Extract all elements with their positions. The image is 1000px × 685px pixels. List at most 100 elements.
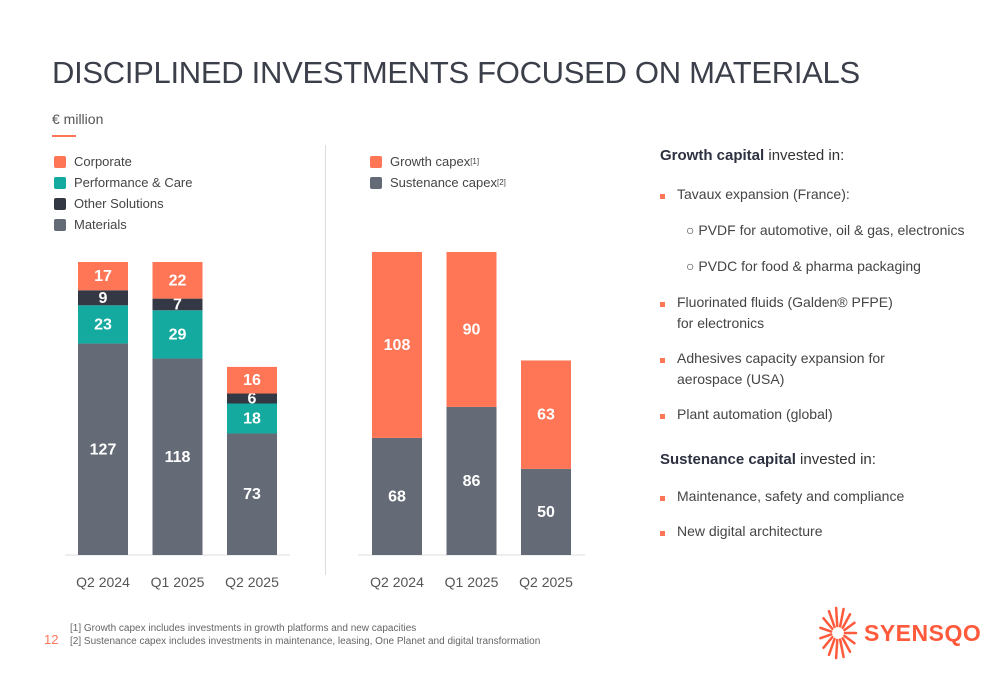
heading-rest: invested in: <box>764 147 845 164</box>
list-item-text: Fluorinated fluids (Galden® PFPE) for el… <box>677 294 893 331</box>
legend-footnote: [2] <box>496 178 506 187</box>
legend-label: Corporate <box>74 154 132 169</box>
footnotes: [1] Growth capex includes investments in… <box>70 622 540 648</box>
footnote: [1] Growth capex includes investments in… <box>70 623 417 634</box>
sustenance-heading: Sustenance capital invested in: <box>660 451 980 468</box>
data-label: 9 <box>99 290 108 307</box>
growth-heading: Growth capital invested in: <box>660 147 980 164</box>
list-item-text: New digital architecture <box>677 523 823 539</box>
logo-ray <box>834 606 839 628</box>
legend-swatch <box>370 155 382 168</box>
list-item-text: Maintenance, safety and compliance <box>677 488 905 504</box>
logo-ray <box>841 636 852 653</box>
data-label: 63 <box>537 407 555 424</box>
legend-item: Growth capex [1] <box>370 151 506 172</box>
legend-item: Materials <box>54 214 193 235</box>
logo-ray <box>827 609 836 629</box>
x-tick-label: Q1 2025 <box>445 574 499 590</box>
bullet-icon <box>660 358 665 363</box>
logo: SYENSQO <box>818 603 981 663</box>
unit-label: € million <box>52 111 104 127</box>
data-label: 50 <box>537 504 555 521</box>
data-label: 23 <box>94 316 112 333</box>
bar-segment <box>78 305 128 344</box>
list-item: Plant automation (global) <box>660 404 980 425</box>
data-label: 90 <box>463 321 481 338</box>
data-label: 17 <box>94 268 112 285</box>
x-tick-label: Q2 2025 <box>225 574 279 590</box>
logo-ray <box>819 626 833 633</box>
legend-swatch <box>54 218 66 231</box>
bullet-icon <box>660 414 665 419</box>
data-label: 29 <box>169 326 187 343</box>
list-item-text: PVDC for food & pharma packaging <box>698 258 921 274</box>
page-title: DISCIPLINED INVESTMENTS FOCUSED ON MATER… <box>52 55 860 90</box>
list-item: Adhesives capacity expansion for aerospa… <box>660 348 910 390</box>
bar-segment <box>372 437 422 555</box>
data-label: 108 <box>384 337 411 354</box>
data-label: 68 <box>388 488 406 505</box>
bar-segment <box>152 262 203 299</box>
logo-ray <box>838 607 845 628</box>
bar-segment <box>78 262 128 291</box>
bar-segment <box>227 366 277 394</box>
x-tick-label: Q2 2025 <box>519 574 573 590</box>
bar-segment <box>227 393 277 404</box>
list-item: Tavaux expansion (France): <box>660 184 980 205</box>
bar-segment <box>521 360 571 469</box>
list-item-text: Tavaux expansion (France): <box>677 186 850 202</box>
data-label: 16 <box>243 372 261 389</box>
legend-label: Sustenance capex <box>390 175 497 190</box>
accent-line <box>52 135 76 137</box>
bar-segment <box>152 310 203 359</box>
data-label: 6 <box>248 391 257 408</box>
legend-right: Growth capex [1] Sustenance capex [2] <box>370 151 506 193</box>
legend-swatch <box>54 176 66 189</box>
data-label: 127 <box>90 441 117 458</box>
list-item: Maintenance, safety and compliance <box>660 486 980 507</box>
x-tick-label: Q2 2024 <box>76 574 130 590</box>
sub-list-item: ○ PVDC for food & pharma packaging <box>686 256 980 277</box>
bullet-icon <box>660 496 665 501</box>
bar-segment <box>78 343 128 555</box>
data-label: 73 <box>243 486 261 503</box>
legend-footnote: [1] <box>470 157 480 166</box>
legend-left: Corporate Performance & Care Other Solut… <box>54 151 193 235</box>
logo-ray <box>843 621 856 632</box>
logo-ray <box>841 613 852 630</box>
page-number: 12 <box>44 632 59 647</box>
data-label: 118 <box>165 449 191 466</box>
data-label: 7 <box>173 296 182 313</box>
bar-segment <box>227 403 277 434</box>
list-item-text: PVDF for automotive, oil & gas, electron… <box>698 222 965 238</box>
legend-swatch <box>54 197 66 210</box>
heading-bold: Growth capital <box>660 147 765 164</box>
legend-label: Performance & Care <box>74 175 193 190</box>
footnote: [2] Sustenance capex includes investment… <box>70 636 541 647</box>
legend-item: Corporate <box>54 151 193 172</box>
data-label: 18 <box>243 410 261 427</box>
data-label: 22 <box>169 272 187 289</box>
heading-bold: Sustenance capital <box>660 451 796 468</box>
x-tick-label: Q1 2025 <box>151 574 205 590</box>
bar-segment <box>446 252 497 407</box>
bar-segment <box>152 358 203 555</box>
legend-item: Sustenance capex [2] <box>370 172 506 193</box>
bar-segment <box>521 468 571 555</box>
heading-rest: invested in: <box>795 451 876 468</box>
legend-item: Other Solutions <box>54 193 193 214</box>
bar-segment <box>372 252 422 438</box>
logo-burst-icon <box>819 606 858 660</box>
logo-ray <box>822 616 834 631</box>
bullet-icon <box>660 302 665 307</box>
sub-list-item: ○ PVDF for automotive, oil & gas, electr… <box>686 220 980 241</box>
logo-ray <box>834 638 839 660</box>
logo-ray <box>838 638 845 659</box>
legend-swatch <box>54 155 66 168</box>
bullet-icon <box>660 531 665 536</box>
data-label: 86 <box>463 473 481 490</box>
legend-label: Growth capex <box>390 154 471 169</box>
legend-label: Materials <box>74 217 127 232</box>
bar-segment <box>227 433 277 555</box>
